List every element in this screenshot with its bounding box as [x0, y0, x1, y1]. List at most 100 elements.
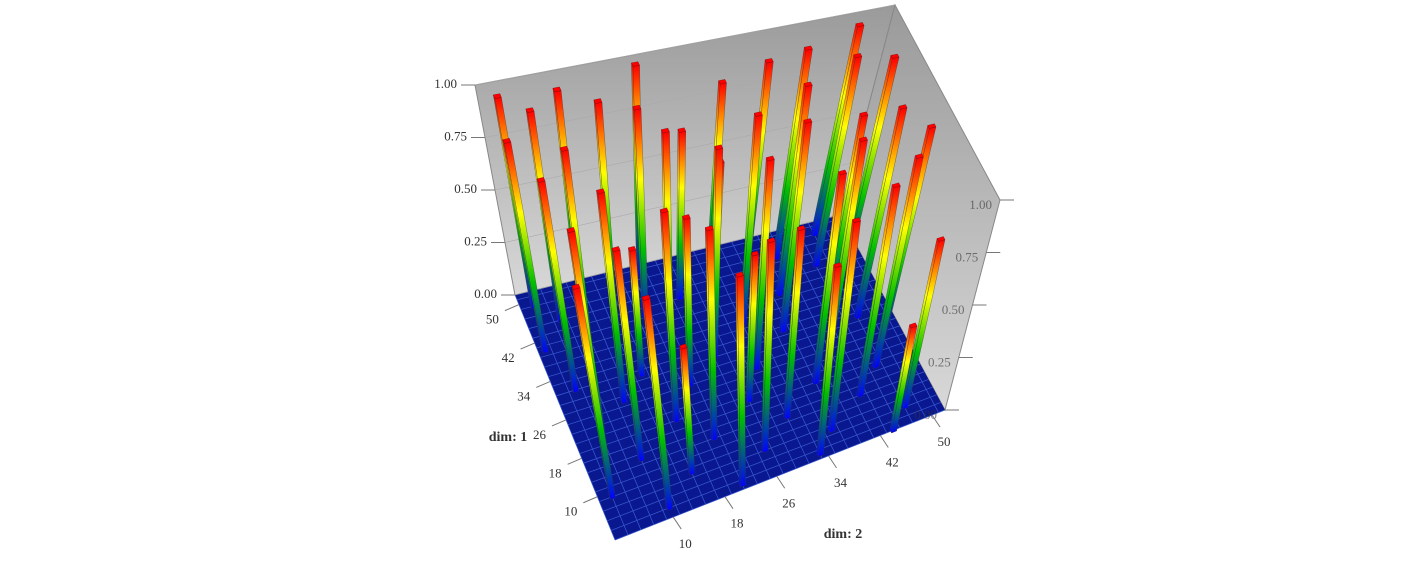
floor-grid: [514, 294, 616, 541]
bar: [816, 262, 843, 458]
bar-top: [838, 169, 847, 176]
y-tick: [551, 419, 567, 427]
bar-top: [891, 182, 901, 189]
bar-top: [493, 93, 502, 99]
y-tick: [504, 304, 520, 312]
bar-top: [682, 214, 691, 220]
bar: [628, 246, 646, 378]
y-tick-label: 50: [486, 312, 499, 327]
bar-top: [796, 225, 806, 231]
bar: [682, 214, 694, 388]
bar: [811, 169, 847, 386]
bar-top: [936, 236, 946, 242]
bar: [856, 182, 901, 399]
floor-grid: [614, 409, 946, 541]
bar-top: [714, 144, 724, 150]
floor-grid: [540, 264, 867, 358]
bar-top: [766, 237, 776, 244]
y-tick-label: 26: [533, 427, 547, 442]
bar: [676, 127, 687, 301]
bar-top: [536, 177, 546, 183]
bar-top: [593, 98, 603, 104]
x-tick: [879, 435, 889, 448]
x-tick-label: 34: [834, 475, 848, 490]
bar-top: [704, 225, 714, 232]
bar-top: [559, 145, 569, 152]
bar-top: [803, 118, 813, 124]
x-tick: [672, 516, 682, 530]
z-tick-label: 0.25: [928, 354, 951, 369]
x-tick-label: 10: [679, 536, 692, 551]
bar-top: [898, 104, 908, 110]
bar-top: [525, 107, 535, 113]
y-tick: [567, 457, 582, 465]
bar-top: [661, 127, 670, 134]
bar-top: [853, 53, 863, 59]
floor-grid: [563, 310, 892, 416]
x-tick: [931, 414, 941, 428]
bar: [679, 343, 696, 476]
y-tick-label: 10: [564, 504, 577, 519]
z-tick-label: 1.00: [969, 197, 992, 212]
bar-top: [927, 123, 937, 129]
x-tick-label: 18: [731, 516, 744, 531]
x-tick-label: 42: [886, 454, 899, 469]
z-tick-label: 0.25: [464, 233, 487, 248]
y-tick: [520, 342, 535, 350]
floor-grid: [591, 276, 693, 510]
bar-top: [679, 343, 688, 350]
y-tick-label: 42: [502, 350, 515, 365]
bar-top: [628, 246, 637, 252]
bar-top: [859, 111, 869, 117]
z-tick-label: 0.50: [454, 181, 477, 196]
bar: [704, 225, 718, 442]
bar: [536, 177, 579, 393]
z-tick-label: 0.00: [474, 286, 497, 301]
bar: [502, 138, 549, 354]
y-tick: [583, 496, 598, 504]
bar-top: [502, 138, 512, 144]
bar-top: [677, 127, 687, 133]
z-tick-label: 0.75: [956, 249, 979, 264]
floor-grid: [595, 371, 925, 493]
bar: [745, 250, 760, 404]
floor-grid: [807, 222, 913, 423]
bar-top: [855, 22, 865, 27]
y-tick: [536, 381, 551, 388]
z-tick-label: 0.00: [914, 407, 937, 422]
bar: [596, 188, 628, 405]
bar-top: [859, 136, 868, 142]
bar: [632, 104, 649, 321]
bar-top: [803, 81, 813, 87]
bar-top: [754, 111, 763, 117]
floor-grid: [607, 394, 937, 522]
x-tick-label: 50: [938, 434, 951, 449]
floor-grid: [642, 263, 745, 490]
bar-top: [659, 207, 669, 214]
x-tick: [724, 496, 734, 509]
bar: [779, 118, 813, 334]
bar-top: [566, 227, 576, 233]
z-tick-label: 1.00: [434, 76, 457, 91]
z-grid-line: [474, 4, 896, 86]
bar: [812, 53, 863, 269]
floor-grid: [610, 402, 942, 531]
bar: [752, 155, 775, 372]
bar-top: [764, 58, 774, 64]
z-tick-label: 0.50: [942, 302, 965, 317]
y-tick-label: 18: [549, 465, 562, 480]
bar-top: [750, 250, 760, 257]
bar-top: [632, 104, 642, 111]
bar: [827, 217, 861, 434]
bar: [783, 225, 806, 421]
bar-top: [914, 153, 924, 159]
bar-top: [596, 188, 605, 195]
x-tick: [828, 455, 837, 469]
bar-top: [571, 283, 581, 290]
floor-grid: [556, 294, 884, 397]
bar-top: [852, 217, 861, 223]
bar: [900, 236, 946, 411]
x-axis-title: dim: 2: [824, 527, 863, 542]
x-tick: [776, 475, 786, 489]
